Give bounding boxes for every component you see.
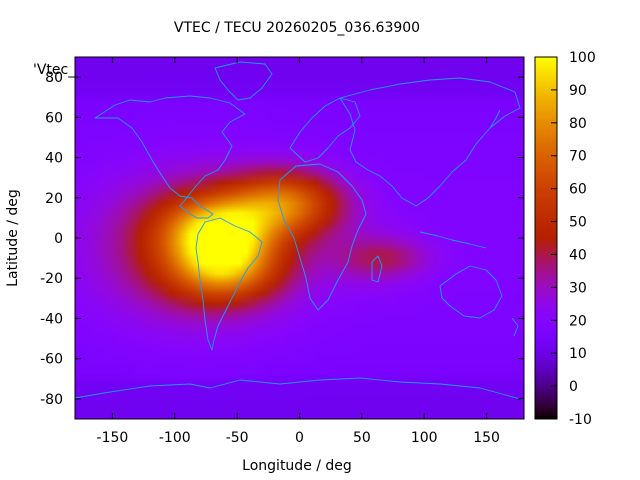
y-tick-label: -80 [40, 392, 63, 408]
coastline-north-america [94, 95, 246, 219]
y-tick-label: -40 [40, 311, 63, 327]
colorbar-tick-label: 20 [569, 313, 587, 329]
legend-key-label: 'Vtec_ [33, 62, 76, 78]
x-tick-label: 50 [353, 430, 371, 446]
heatmap [74, 56, 525, 420]
x-axis-label: Longitude / deg [242, 458, 352, 474]
colorbar-ticks: -10 0 10 20 30 40 50 60 70 80 90 100 [551, 50, 596, 428]
coastline-japan [489, 109, 501, 129]
colorbar-tick-label: 0 [569, 379, 578, 395]
colorbar-tick-label: 40 [569, 247, 587, 263]
colorbar-tick-label: 10 [569, 346, 587, 362]
colorbar-tick-label: 70 [569, 149, 587, 165]
y-tick-label: -20 [40, 271, 63, 287]
y-tick-label: 80 [45, 70, 63, 86]
coastline-australia [439, 265, 503, 319]
colorbar: -10 0 10 20 30 40 50 60 70 80 90 100 [534, 50, 596, 428]
colorbar-border [534, 56, 558, 420]
x-tick-label: 150 [473, 430, 500, 446]
y-tick-label: 0 [54, 231, 63, 247]
coastline-greenland [214, 61, 273, 101]
x-tick-label: -50 [226, 430, 249, 446]
x-tick-label: -150 [97, 430, 129, 446]
coastline-indonesia [419, 231, 487, 249]
chart-title: VTEC / TECU 20260205_036.63900 [174, 20, 420, 36]
x-axis-ticks: -150 -100 -50 0 50 100 150 [97, 57, 500, 446]
coastline-madagascar [371, 255, 383, 283]
colorbar-tick-label: 80 [569, 116, 587, 132]
colorbar-tick-label: 60 [569, 182, 587, 198]
coastline-europe [289, 97, 361, 163]
colorbar-tick-label: -10 [569, 412, 592, 428]
colorbar-tick-label: 30 [569, 280, 587, 296]
colorbar-tick-label: 100 [569, 50, 596, 66]
colorbar-gradient [535, 57, 557, 419]
x-tick-label: -100 [159, 430, 191, 446]
x-tick-label: 100 [411, 430, 438, 446]
coastlines [74, 61, 525, 401]
coastline-antarctica [74, 377, 525, 401]
y-tick-label: 40 [45, 151, 63, 167]
coastline-south-america [195, 217, 263, 351]
y-tick-label: -60 [40, 352, 63, 368]
vtec-heatmap-image [75, 57, 524, 419]
coastline-asia [339, 77, 521, 207]
colorbar-tick-label: 90 [569, 83, 587, 99]
coastline-new-zealand [511, 317, 519, 337]
y-axis-label: Latitude / deg [5, 189, 21, 287]
coastline-africa [277, 163, 367, 311]
colorbar-tick-label: 50 [569, 215, 587, 231]
y-tick-label: 60 [45, 110, 63, 126]
y-tick-label: 20 [45, 191, 63, 207]
x-tick-label: 0 [295, 430, 304, 446]
y-axis-ticks: -80 -60 -40 -20 0 20 40 60 80 [40, 70, 524, 408]
